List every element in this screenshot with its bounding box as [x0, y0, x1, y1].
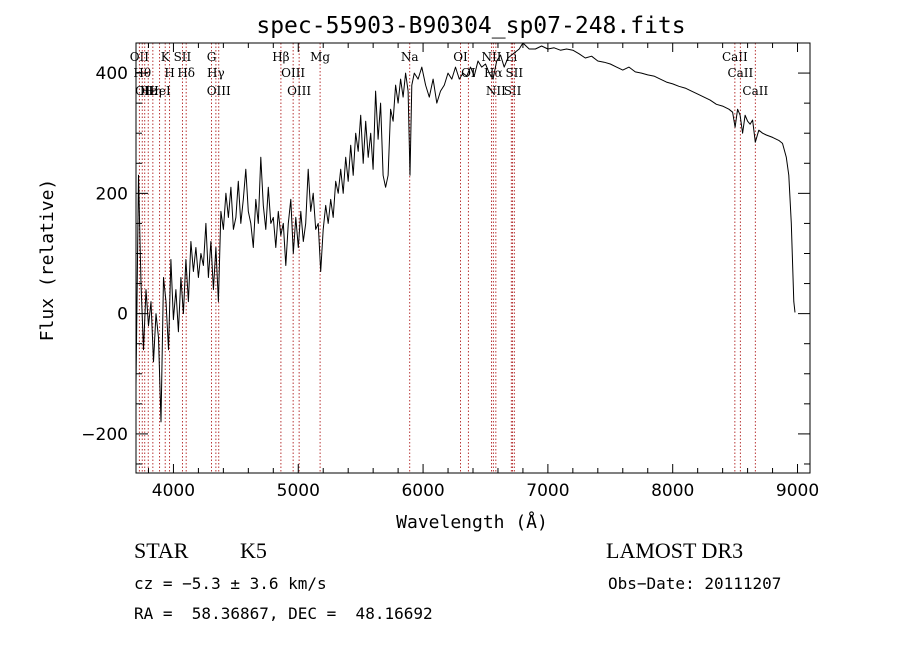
line-label: HeI	[148, 84, 171, 98]
plot-frame	[135, 42, 811, 474]
x-tick-label: 9000	[776, 481, 819, 501]
object-class: STAR	[134, 538, 189, 563]
y-tick-label: 200	[96, 184, 128, 204]
line-label: Hγ	[207, 66, 225, 80]
line-label: OII	[130, 50, 150, 64]
line-label: G	[207, 50, 217, 64]
emission-line-markers: OIIHθOIIHεHηHeIKHSIIHδGHγOIIIHβOIIIOIIIM…	[130, 43, 768, 473]
object-subclass: K5	[240, 538, 267, 563]
line-label: SII	[174, 50, 192, 64]
line-label: Hδ	[177, 66, 195, 80]
line-label: Mg	[310, 50, 330, 64]
axis-ticks: 4000 5000 6000 7000 8000 9000 −200 0 200 400	[81, 42, 819, 501]
line-label: Hβ	[272, 50, 289, 64]
line-label: Hη	[144, 84, 162, 98]
flux-line	[135, 42, 796, 423]
line-label: Li	[505, 50, 517, 64]
line-label: Hα	[484, 66, 503, 80]
line-label: OI	[453, 50, 468, 64]
line-label: SII	[504, 84, 522, 98]
line-label: OIII	[207, 84, 231, 98]
y-tick-label: 0	[117, 305, 128, 325]
survey-name: LAMOST DR3	[606, 538, 744, 563]
observation-date: Obs−Date: 20111207	[608, 574, 782, 593]
line-label: H	[164, 66, 174, 80]
x-tick-label: 6000	[401, 481, 444, 501]
coordinates: RA = 58.36867, DEC = 48.16692	[134, 604, 433, 623]
flux-series	[135, 42, 796, 423]
chart-title: spec-55903-B90304_sp07-248.fits	[256, 13, 685, 39]
line-label: OIII	[281, 66, 305, 80]
line-label: NII	[486, 84, 506, 98]
line-label: CaII	[727, 66, 753, 80]
y-tick-label: 400	[96, 64, 128, 84]
line-label: K	[161, 50, 171, 64]
line-label: OIII	[287, 84, 311, 98]
line-label: Hε	[140, 84, 157, 98]
line-label: CaII	[722, 50, 748, 64]
x-axis-label: Wavelength (Å)	[396, 511, 548, 533]
y-axis-label: Flux (relative)	[37, 179, 58, 342]
line-label: SII	[505, 66, 523, 80]
x-tick-label: 8000	[651, 481, 694, 501]
redshift-cz: cz = −5.3 ± 3.6 km/s	[134, 574, 327, 593]
x-tick-label: 7000	[526, 481, 569, 501]
line-label: CaII	[742, 84, 768, 98]
x-tick-label: 4000	[152, 481, 195, 501]
x-tick-label: 5000	[277, 481, 320, 501]
line-label: Na	[401, 50, 419, 64]
y-tick-label: −200	[81, 425, 128, 445]
line-label: OII	[135, 84, 155, 98]
